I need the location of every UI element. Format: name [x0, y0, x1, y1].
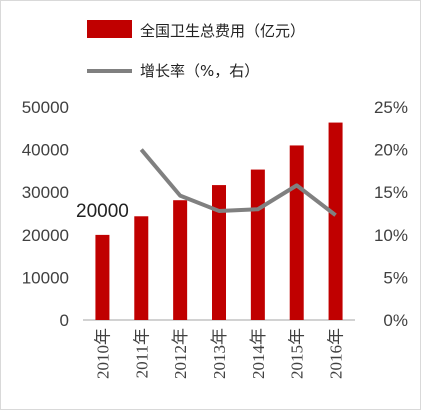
- y-right-tick-label: 15%: [374, 183, 408, 202]
- bar: [134, 216, 149, 320]
- legend-line-label: 增长率（%，右）: [140, 62, 259, 80]
- bar: [328, 122, 343, 320]
- legend-bar-swatch: [87, 20, 132, 38]
- bar: [95, 234, 110, 320]
- growth-line: [139, 148, 337, 217]
- bar-series: [95, 122, 343, 320]
- x-tick-label: 2016年: [327, 328, 346, 379]
- annotation-20000: 20000: [76, 201, 129, 222]
- y-right-tick-label: 0%: [383, 311, 408, 330]
- y-left-tick-label: 50000: [22, 98, 69, 117]
- bar: [250, 169, 265, 320]
- y-left-tick-label: 10000: [22, 268, 69, 287]
- axes: 0 10000 20000 30000 40000 50000 0% 5% 10% 15% 20% 2…: [22, 98, 408, 379]
- y-left-tick-label: 20000: [22, 226, 69, 245]
- line-series: [139, 148, 337, 217]
- x-tick-label: 2010年: [93, 328, 112, 379]
- x-tick-label: 2015年: [288, 328, 307, 379]
- bar: [173, 200, 188, 320]
- bar: [289, 145, 304, 320]
- legend-bar-label: 全国卫生总费用（亿元）: [140, 22, 305, 40]
- y-right-tick-label: 25%: [374, 98, 408, 117]
- x-tick-label: 2012年: [171, 328, 190, 379]
- bar: [212, 185, 226, 320]
- y-right-tick-label: 5%: [383, 268, 408, 287]
- x-tick-label: 2011年: [132, 328, 151, 378]
- y-left-tick-label: 0: [60, 311, 69, 330]
- y-right-tick-label: 10%: [374, 226, 408, 245]
- x-tick-label: 2013年: [210, 328, 229, 379]
- y-right-tick-label: 20%: [374, 141, 408, 160]
- x-tick-label: 2014年: [249, 328, 268, 379]
- y-left-tick-label: 40000: [22, 141, 69, 160]
- y-left-tick-label: 30000: [22, 183, 69, 202]
